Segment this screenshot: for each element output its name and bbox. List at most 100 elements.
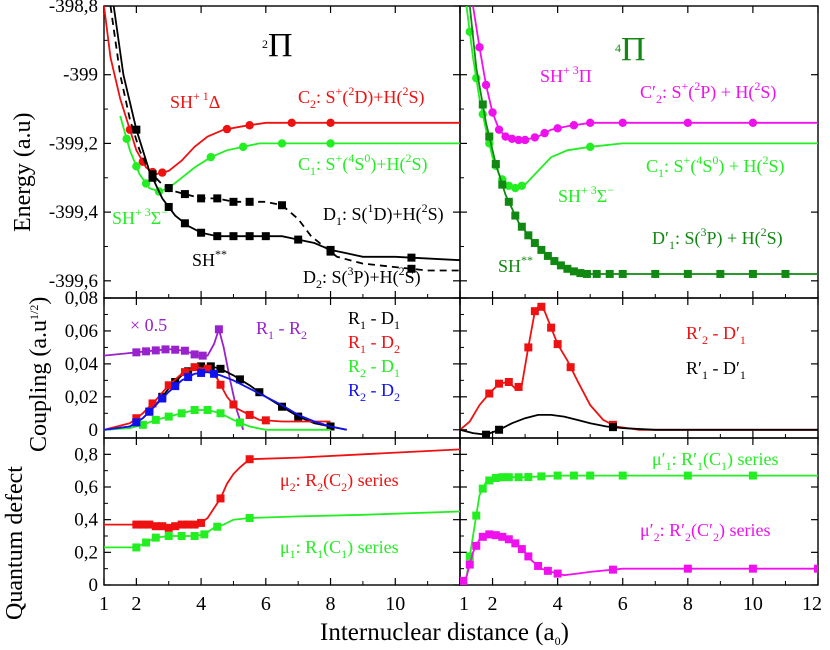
energy-tick-label: -399,4 [49, 202, 99, 223]
data-point [485, 476, 494, 485]
label-d1p-right-part: D′ [652, 228, 669, 248]
data-point [132, 520, 141, 529]
label-c1-left-part: S) [411, 154, 427, 175]
data-point [151, 346, 160, 355]
label-d2-left-part: : S( [322, 267, 348, 288]
y-axis-title-coupling: Coupling (a.u1/2​) [26, 297, 52, 452]
label-sh-3sigma-left-part: + 3 [135, 205, 151, 219]
label-sh-3sigma-left-part: SH [112, 208, 135, 228]
data-point [511, 183, 520, 193]
label-r2p-d1p-part: R′ [686, 323, 702, 343]
panel-energy-2Pi [104, 6, 460, 273]
data-point [576, 269, 585, 278]
data-point [407, 264, 416, 273]
x-tick-label: 6 [261, 593, 271, 615]
axis-ticks: -398,8 -399 -399,2 -399,4 -399,60,08 0,06 0,04… [49, 0, 822, 615]
label-sh-1delta-part: SH [170, 92, 193, 112]
data-point [132, 543, 141, 552]
data-point [216, 380, 225, 389]
y-axis-title-energy: Energy (a.u) [10, 112, 36, 232]
data-point [507, 134, 517, 144]
data-point [465, 560, 474, 569]
data-point [138, 420, 147, 429]
label-c1-left-part: 1 [310, 164, 316, 178]
data-point [517, 222, 526, 231]
label-mu1p-part: (C [703, 449, 721, 470]
data-point [582, 269, 591, 278]
data-point [158, 394, 167, 403]
data-point [514, 473, 523, 482]
coupling-tick-label: 0,04 [65, 354, 99, 375]
data-point [198, 351, 207, 360]
legend-entry-3-part: R [348, 380, 360, 400]
data-point [197, 368, 206, 377]
label-d2-left-part: P)+H( [354, 267, 399, 288]
label-mu1-part: 1 [290, 547, 296, 561]
series-line-coupling-2Pi-3 [104, 409, 331, 431]
legend-entry-0-part: 1 [394, 318, 400, 332]
data-point [504, 535, 513, 544]
data-point [501, 132, 510, 141]
data-point [245, 232, 254, 241]
legend-entry-0-part: 1 [360, 318, 366, 332]
panel-title-4pi-part: 4 [615, 41, 621, 55]
data-point [524, 343, 533, 352]
data-point [200, 530, 209, 539]
label-mu2p-part: : R′ [660, 520, 686, 540]
x-axis-title-part: ) [561, 619, 569, 646]
label-c1-left-part: 2 [405, 151, 411, 165]
label-c2p-right-part: S) [760, 82, 776, 103]
label-mu2p-part: 2 [654, 530, 660, 544]
label-mu1-part: 1 [341, 547, 347, 561]
label-mu2-part: : R [296, 470, 318, 490]
panel-frames [103, 5, 819, 586]
label-c2-left-part: 2 [348, 84, 354, 98]
data-point [481, 80, 491, 90]
data-point [261, 232, 270, 241]
panel-title-2pi-part: Π [268, 27, 293, 64]
data-point [229, 232, 238, 241]
data-point [491, 531, 500, 540]
label-d1-left-part: S) [428, 204, 444, 225]
data-point [145, 520, 154, 529]
label-c2-left-part: D)+H( [354, 87, 402, 108]
label-sh-3sigma-right-part: − [607, 183, 614, 197]
coupling-tick-label: 0 [89, 420, 99, 441]
label-c1-right: C1​: S+​(4​S0​) + H(2​S) [646, 153, 784, 180]
data-point [278, 201, 286, 210]
legend-entry-0: R1​ - D1​ [348, 308, 400, 332]
label-c2-left-part: : S [316, 87, 336, 107]
data-point [498, 473, 507, 482]
label-c1-right-part: S) [768, 156, 784, 177]
data-point [277, 139, 287, 148]
label-r1-r2-part: R [256, 318, 268, 338]
data-point [326, 118, 335, 128]
data-point [537, 302, 546, 311]
x-tick-label: 8 [683, 593, 693, 615]
data-point [151, 533, 160, 542]
data-point [407, 253, 416, 262]
data-point [472, 511, 481, 520]
label-sh-3pi-right-part: SH [540, 66, 563, 86]
data-point [553, 340, 562, 349]
label-mu2p-part: 2 [713, 530, 719, 544]
x-tick-label: 8 [326, 593, 336, 615]
data-point [498, 532, 507, 541]
label-d1-left: D1​: S(1​D)+H(2​S) [323, 201, 444, 228]
data-point [482, 430, 491, 438]
label-d1p-right: D′1​: S(3​P) + H(2​S) [652, 225, 783, 252]
label-shstar-right: SH**​ [498, 253, 533, 276]
annotations: Internuclear distance (a0​) Energy (a.u) C… [2, 27, 784, 648]
label-shstar-right-part: ** [521, 253, 533, 267]
data-point [132, 348, 141, 357]
data-point [142, 347, 151, 356]
data-point [255, 388, 264, 397]
panel-title-4pi: 4​Π [615, 31, 646, 68]
legend-entry-1-part: R [348, 332, 360, 352]
data-point [547, 323, 556, 332]
data-point [608, 423, 617, 432]
label-mu1-part: (C [323, 537, 341, 558]
label-c1-left-part: C [298, 154, 310, 174]
label-r1-r2-part: - R [274, 318, 301, 338]
data-point [543, 566, 552, 575]
